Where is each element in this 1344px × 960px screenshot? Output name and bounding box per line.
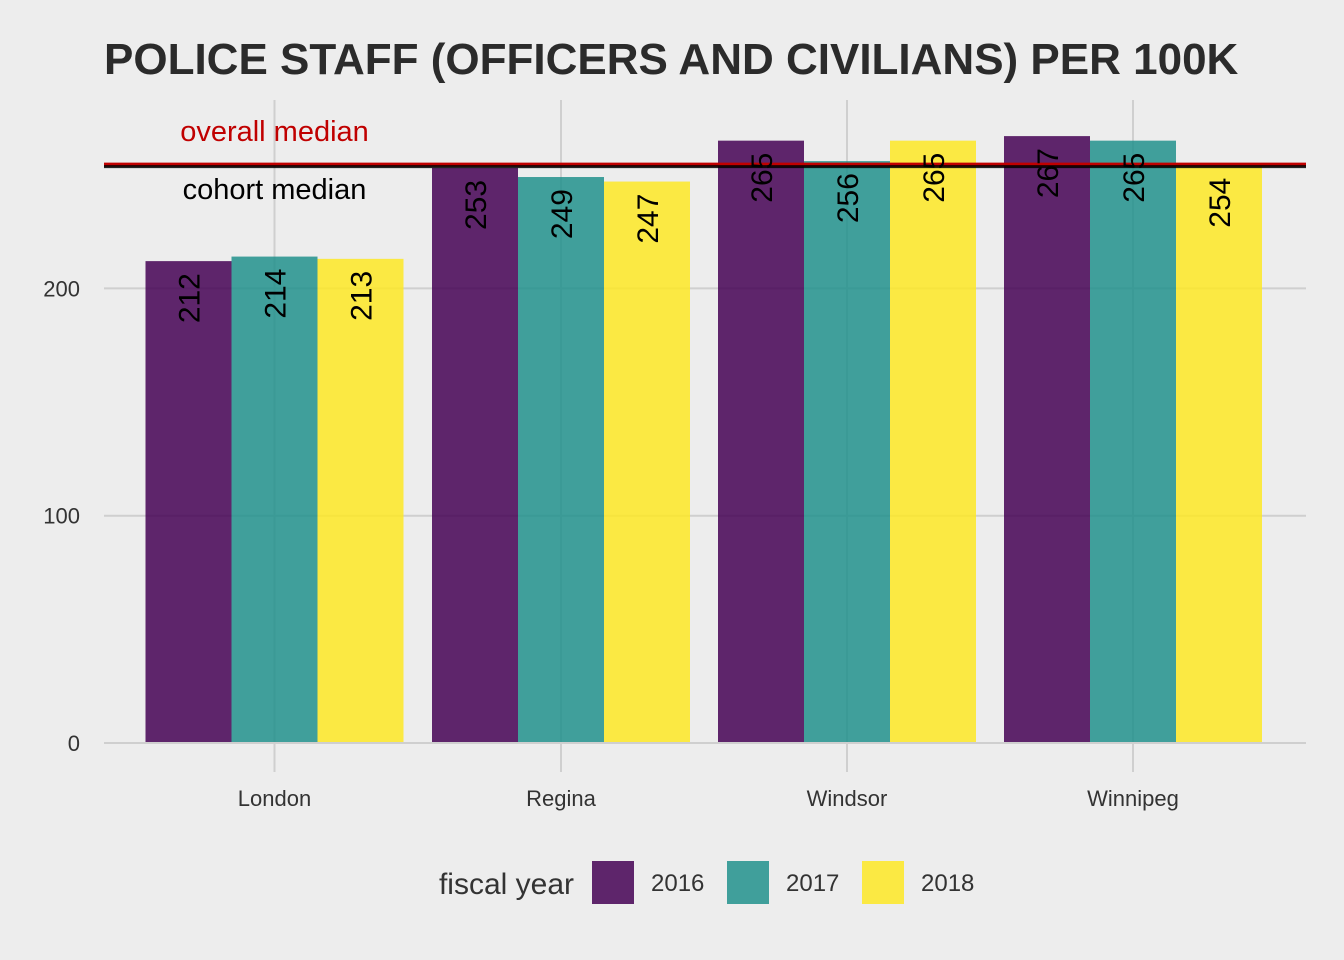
cohort-median-label: cohort median — [183, 174, 367, 206]
axes: 0 100 200 London Regina Windsor Winnipeg — [43, 276, 1306, 811]
bar-label-winnipeg-2018: 254 — [1204, 178, 1237, 228]
bar-label-regina-2018: 247 — [632, 194, 665, 244]
x-tick-label-regina: Regina — [526, 786, 596, 811]
legend: fiscal year 2016 2017 2018 — [439, 861, 974, 904]
bar-winnipeg-2018 — [1176, 165, 1262, 743]
legend-label-2018: 2018 — [921, 870, 974, 897]
bar-label-windsor-2018: 265 — [918, 153, 951, 203]
y-tick-label: 100 — [43, 504, 80, 529]
bar-regina-2018 — [604, 181, 690, 744]
legend-title: fiscal year — [439, 868, 574, 901]
bar-label-regina-2017: 249 — [546, 189, 579, 239]
bar-label-winnipeg-2017: 265 — [1118, 153, 1151, 203]
x-tick-label-winnipeg: Winnipeg — [1087, 786, 1179, 811]
bar-label-london-2017: 214 — [260, 269, 293, 319]
legend-label-2017: 2017 — [786, 870, 839, 897]
bar-label-windsor-2017: 256 — [832, 173, 865, 223]
chart-title: POLICE STAFF (OFFICERS AND CIVILIANS) PE… — [104, 35, 1239, 84]
bar-winnipeg-2016 — [1004, 136, 1090, 743]
bar-london-2018 — [317, 258, 404, 743]
bar-regina-2017 — [518, 177, 604, 743]
bar-regina-2016 — [432, 167, 518, 743]
bar-labels: 212 214 213 253 249 247 265 256 265 267 265 254 — [174, 148, 1238, 323]
overall-median-label: overall median — [180, 116, 369, 148]
bar-label-winnipeg-2016: 267 — [1032, 148, 1065, 198]
y-tick-label: 0 — [68, 731, 80, 756]
legend-swatch-2017 — [727, 861, 769, 904]
bar-winnipeg-2017 — [1090, 140, 1176, 743]
x-tick-label-london: London — [238, 786, 311, 811]
legend-swatch-2018 — [862, 861, 904, 904]
bar-windsor-2017 — [804, 161, 890, 743]
bar-windsor-2018 — [890, 140, 976, 743]
bar-label-regina-2016: 253 — [460, 180, 493, 230]
bar-label-london-2016: 212 — [174, 273, 207, 323]
legend-label-2016: 2016 — [651, 870, 704, 897]
y-tick-label: 200 — [43, 276, 80, 301]
bar-label-london-2018: 213 — [346, 271, 379, 321]
bar-london-2016 — [145, 261, 232, 743]
bar-windsor-2016 — [718, 140, 804, 743]
x-tick-label-windsor: Windsor — [807, 786, 888, 811]
median-lines: overall median cohort median — [104, 116, 1306, 206]
bar-label-windsor-2016: 265 — [746, 153, 779, 203]
bars — [145, 136, 1262, 744]
legend-swatch-2016 — [592, 861, 634, 904]
bar-london-2017 — [231, 256, 318, 743]
